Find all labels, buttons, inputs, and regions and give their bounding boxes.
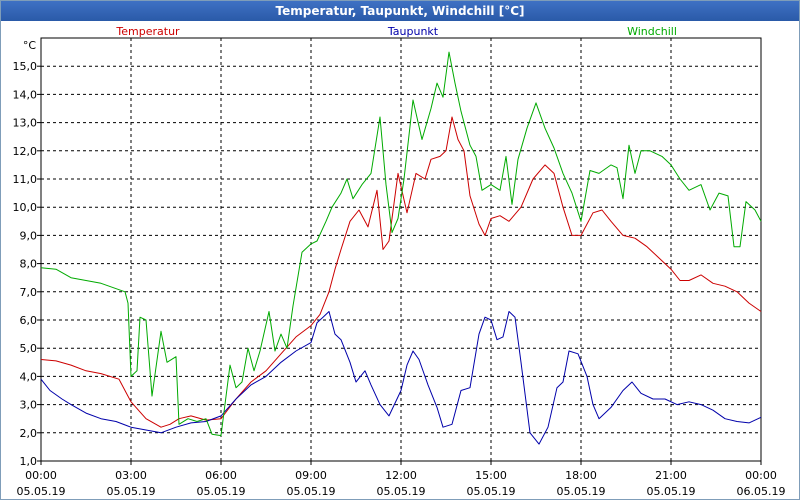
x-tick-time: 18:00	[565, 469, 597, 482]
y-tick-label: 4,0	[20, 370, 38, 383]
x-tick-time: 09:00	[295, 469, 327, 482]
x-tick-time: 12:00	[385, 469, 417, 482]
x-tick-date: 05.05.19	[647, 485, 696, 498]
y-tick-label: 6,0	[20, 314, 38, 327]
x-tick-time: 03:00	[115, 469, 147, 482]
legend: Temperatur Taupunkt Windchill	[115, 25, 677, 38]
y-tick-label: 9,0	[20, 229, 38, 242]
x-tick-time: 00:00	[25, 469, 57, 482]
chart-title: Temperatur, Taupunkt, Windchill [°C]	[1, 1, 799, 21]
y-tick-label: 8,0	[20, 258, 38, 271]
legend-windchill: Windchill	[627, 25, 677, 38]
grid-lines	[41, 38, 761, 461]
y-tick-label: 13,0	[13, 117, 38, 130]
x-tick-date: 05.05.19	[107, 485, 156, 498]
y-tick-label: 14,0	[13, 88, 38, 101]
y-tick-label: 2,0	[20, 427, 38, 440]
x-tick-date: 05.05.19	[557, 485, 606, 498]
x-tick-date: 05.05.19	[377, 485, 426, 498]
x-tick-time: 06:00	[205, 469, 237, 482]
x-tick-time: 15:00	[475, 469, 507, 482]
x-axis: 00:00 05.05.19 03:00 05.05.19 06:00 05.05.19 0…	[17, 461, 786, 498]
y-tick-label: 7,0	[20, 286, 38, 299]
legend-temperatur: Temperatur	[115, 25, 180, 38]
y-tick-label: 12,0	[13, 145, 38, 158]
x-tick-date: 05.05.19	[287, 485, 336, 498]
x-tick-date: 05.05.19	[17, 485, 66, 498]
legend-taupunkt: Taupunkt	[387, 25, 439, 38]
series-line-taupunkt	[40, 311, 762, 445]
x-tick-time: 00:00	[745, 469, 777, 482]
y-tick-label: 15,0	[13, 60, 38, 73]
series-line-temperatur	[40, 116, 762, 428]
y-axis: 1,0 2,0 3,0 4,0 5,0 6,0 7,0 8,0 9,0 10,0 11,0 12,0 1…	[13, 39, 41, 468]
series-lines	[40, 51, 762, 445]
y-unit-label: °C	[23, 39, 37, 52]
x-tick-date: 05.05.19	[467, 485, 516, 498]
y-tick-label: 5,0	[20, 342, 38, 355]
y-tick-label: 10,0	[13, 201, 38, 214]
x-tick-date: 06.05.19	[737, 485, 786, 498]
y-tick-label: 11,0	[13, 173, 38, 186]
x-tick-time: 21:00	[655, 469, 687, 482]
y-tick-label: 1,0	[20, 455, 38, 468]
series-line-windchill	[40, 51, 762, 437]
x-tick-date: 05.05.19	[197, 485, 246, 498]
y-tick-label: 3,0	[20, 399, 38, 412]
